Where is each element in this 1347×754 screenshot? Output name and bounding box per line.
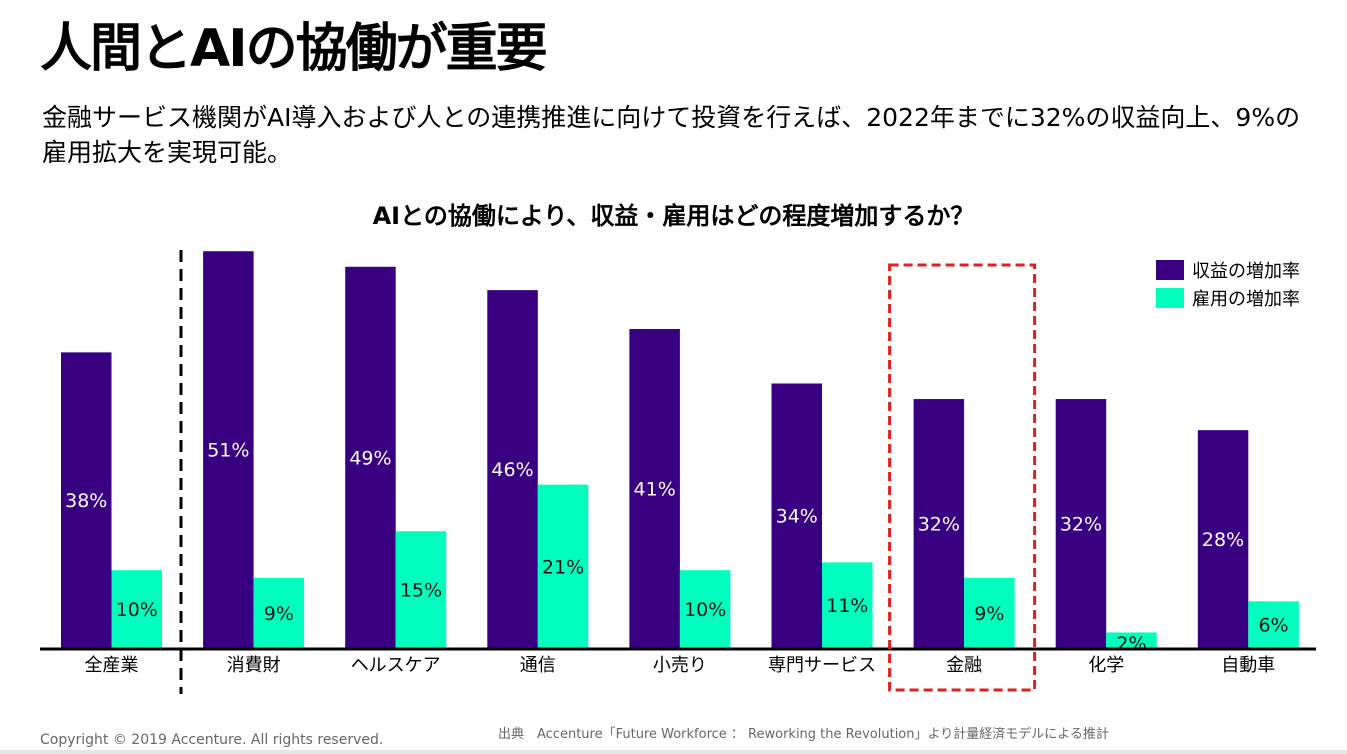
employment-data-label: 21% [542,556,584,578]
source-citation: 出典 Accenture「Future Workforce ： Reworkin… [498,727,1109,742]
employment-bar [964,577,1015,648]
category-label: ヘルスケア [351,655,441,676]
revenue-data-label: 46% [491,459,533,481]
legend-swatch-revenue [1156,260,1184,280]
revenue-bar [1055,399,1107,648]
employment-bar [679,570,731,648]
bottom-border [0,750,1347,754]
employment-data-label: 9% [974,603,1004,625]
employment-bar [395,531,447,648]
employment-bar [111,570,162,648]
slide-title: 人間とAIの協働が重要 [40,19,548,79]
revenue-data-label: 34% [776,506,818,528]
revenue-data-label: 51% [207,440,249,462]
employment-bar [1106,632,1157,648]
slide-subtitle: 金融サービス機関がAI導入および人との連携推進に向けて投資を行えば、2022年ま… [42,103,1301,167]
revenue-bar [1197,430,1249,648]
category-label: 自動車 [1221,655,1275,676]
chart-legend: 収益の増加率 雇用の増加率 [1156,256,1300,312]
employment-bar [253,577,305,648]
category-label: 全産業 [85,655,139,676]
employment-data-label: 11% [826,595,868,617]
revenue-bar [203,251,254,648]
revenue-bar [629,329,680,648]
copyright-notice: Copyright © 2019 Accenture. All rights r… [40,732,384,748]
employment-data-label: 10% [684,599,726,621]
employment-bar [1248,601,1299,648]
category-label: 金融 [946,655,982,676]
employment-data-label: 2% [1116,633,1146,655]
category-label: 化学 [1088,655,1124,676]
legend-label-revenue: 収益の増加率 [1192,261,1300,282]
revenue-data-label: 32% [1060,514,1102,536]
revenue-data-label: 38% [65,490,107,512]
chart-title: AIとの協働により、収益・雇用はどの程度増加するか？ [372,202,975,230]
revenue-bar [487,290,538,648]
legend-swatch-employment [1156,288,1184,308]
legend-item-revenue: 収益の増加率 [1156,256,1300,284]
revenue-bar [61,352,112,648]
legend-item-employment: 雇用の増加率 [1156,284,1300,312]
revenue-data-label: 41% [634,479,676,501]
employment-data-label: 9% [264,603,294,625]
category-label: 小売り [653,655,707,676]
revenue-data-label: 28% [1202,529,1244,551]
revenue-bar [913,399,965,648]
employment-bar [537,484,589,648]
revenue-bar [345,266,396,648]
highlight-box [888,263,1037,692]
employment-bar [822,562,873,648]
category-label: 消費財 [227,655,281,676]
employment-data-label: 15% [400,580,442,602]
legend-label-employment: 雇用の増加率 [1192,289,1300,310]
revenue-data-label: 49% [349,447,391,469]
revenue-bar [771,383,822,648]
employment-data-label: 6% [1258,615,1288,637]
employment-data-label: 10% [116,599,158,621]
category-label: 専門サービス [768,655,876,676]
category-label: 通信 [520,655,556,676]
revenue-data-label: 32% [918,514,960,536]
